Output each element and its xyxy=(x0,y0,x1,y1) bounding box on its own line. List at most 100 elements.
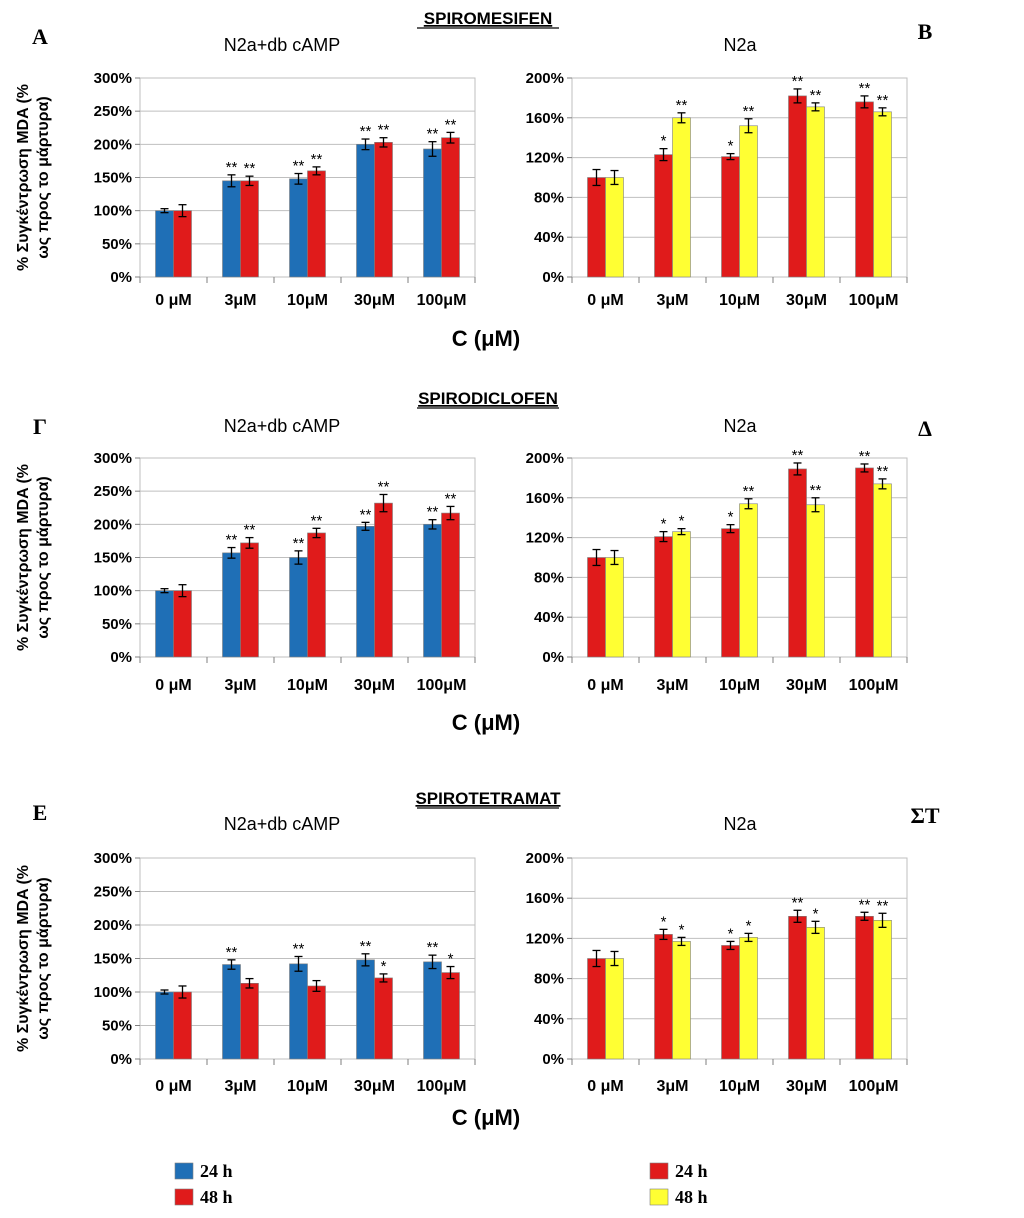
y-tick-label: 200% xyxy=(94,917,132,934)
significance-mark: ** xyxy=(859,448,871,465)
significance-mark: * xyxy=(661,133,667,150)
bar xyxy=(240,982,259,1060)
y-tick-label: 100% xyxy=(94,583,132,600)
bar xyxy=(441,137,460,278)
significance-mark: ** xyxy=(877,92,889,109)
significance-mark: ** xyxy=(378,478,390,495)
y-tick-label: 80% xyxy=(534,971,564,988)
significance-mark: * xyxy=(728,509,734,526)
y-axis-title-line1: % Συγκέντρωση MDA (% xyxy=(15,84,32,271)
bar xyxy=(307,170,326,278)
panel-title: N2a xyxy=(723,35,757,55)
bar xyxy=(739,937,758,1060)
significance-mark: ** xyxy=(360,938,372,955)
panel-letter: ΣT xyxy=(910,803,939,828)
significance-mark: ** xyxy=(810,482,822,499)
significance-mark: ** xyxy=(293,940,305,957)
x-tick-label: 100μM xyxy=(417,292,467,309)
bar xyxy=(654,934,673,1060)
x-tick-label: 10μM xyxy=(719,292,760,309)
y-tick-label: 0% xyxy=(542,649,564,666)
bar xyxy=(788,915,807,1060)
y-tick-label: 40% xyxy=(534,609,564,626)
x-tick-label: 30μM xyxy=(786,292,827,309)
x-axis-title: C (μM) xyxy=(452,710,520,735)
y-tick-label: 120% xyxy=(526,150,564,167)
bar xyxy=(672,941,691,1060)
legend-left: 24 h 48 h xyxy=(174,1161,233,1207)
legend-swatch xyxy=(174,1162,194,1180)
x-tick-label: 0 μM xyxy=(587,677,623,694)
x-axis-title: C (μM) xyxy=(452,1105,520,1130)
x-tick-label: 30μM xyxy=(354,1078,395,1095)
y-tick-label: 250% xyxy=(94,483,132,500)
significance-mark: ** xyxy=(792,894,804,911)
x-tick-label: 100μM xyxy=(417,677,467,694)
bar xyxy=(806,927,825,1060)
bar xyxy=(289,178,308,278)
y-tick-label: 40% xyxy=(534,1011,564,1028)
chart-panel-1: 0% 40% 80% 120% 160% 200% 0 μM 3μM 10μM 30μM 100μM… xyxy=(526,19,933,309)
y-tick-label: 300% xyxy=(94,450,132,467)
significance-mark: * xyxy=(746,917,752,934)
chart-panel-5: 0% 40% 80% 120% 160% 200% 0 μM 3μM 10μM 30μM 100μM… xyxy=(526,803,940,1095)
bar xyxy=(605,958,624,1060)
section-title: SPIRODICLOFEN xyxy=(418,389,558,408)
x-tick-label: 0 μM xyxy=(587,1078,623,1095)
y-tick-label: 80% xyxy=(534,569,564,586)
panel-letter: Γ xyxy=(33,414,47,439)
chart-panel-4: 0% 50% 100% 150% 200% 250% 300% 0 μM 3μM 10μM 30μM… xyxy=(15,800,476,1095)
significance-mark: ** xyxy=(311,151,323,168)
significance-mark: * xyxy=(661,913,667,930)
significance-mark: ** xyxy=(743,103,755,120)
x-tick-label: 30μM xyxy=(786,1078,827,1095)
bar xyxy=(873,483,892,658)
bar xyxy=(289,963,308,1060)
significance-mark: * xyxy=(679,513,685,530)
bar xyxy=(587,557,606,658)
significance-mark: ** xyxy=(427,939,439,956)
significance-mark: ** xyxy=(360,123,372,140)
significance-mark: * xyxy=(448,951,454,968)
significance-mark: ** xyxy=(293,535,305,552)
bar xyxy=(374,142,393,278)
significance-mark: * xyxy=(679,921,685,938)
y-axis-title-line2: ως προς το μάρτυρα) xyxy=(35,877,52,1039)
panel-title: N2a+db cAMP xyxy=(224,35,341,55)
bar xyxy=(806,106,825,278)
y-tick-label: 50% xyxy=(102,616,132,633)
y-axis-title-line1: % Συγκέντρωση MDA (% xyxy=(15,865,32,1052)
y-tick-label: 300% xyxy=(94,70,132,87)
y-tick-label: 160% xyxy=(526,890,564,907)
y-tick-label: 200% xyxy=(94,516,132,533)
significance-mark: * xyxy=(661,516,667,533)
y-tick-label: 100% xyxy=(94,984,132,1001)
significance-mark: ** xyxy=(244,522,256,539)
bar xyxy=(721,945,740,1060)
y-tick-label: 200% xyxy=(526,450,564,467)
significance-mark: ** xyxy=(244,160,256,177)
bar xyxy=(788,468,807,658)
y-tick-label: 150% xyxy=(94,550,132,567)
significance-mark: ** xyxy=(226,159,238,176)
x-tick-label: 3μM xyxy=(224,1078,256,1095)
bar xyxy=(356,959,375,1060)
x-axis-title: C (μM) xyxy=(452,326,520,351)
bar xyxy=(222,180,241,278)
y-tick-label: 100% xyxy=(94,203,132,220)
bar xyxy=(721,156,740,278)
bar xyxy=(240,180,259,278)
y-tick-label: 120% xyxy=(526,530,564,547)
x-tick-label: 100μM xyxy=(849,677,899,694)
bar xyxy=(423,524,442,658)
y-tick-label: 0% xyxy=(110,649,132,666)
y-tick-label: 150% xyxy=(94,951,132,968)
y-tick-label: 200% xyxy=(526,70,564,87)
y-tick-label: 80% xyxy=(534,189,564,206)
legend-right: 24 h 48 h xyxy=(649,1161,708,1207)
significance-mark: * xyxy=(813,905,819,922)
legend-swatch xyxy=(649,1188,669,1206)
y-tick-label: 0% xyxy=(110,269,132,286)
significance-mark: ** xyxy=(226,944,238,961)
